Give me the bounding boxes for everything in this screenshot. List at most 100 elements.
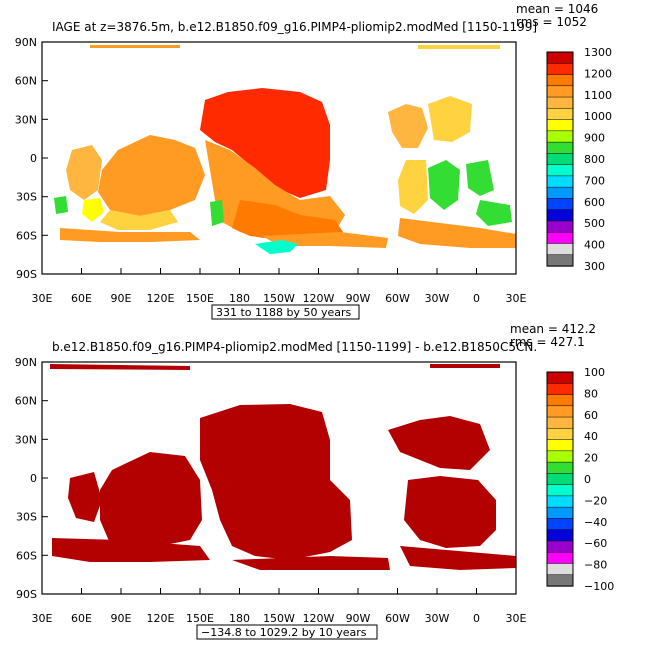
top-ylabel-60n: 60N [15, 75, 37, 88]
top-ylabel-60s: 60S [16, 229, 37, 242]
top-tropical-atlantic-green [428, 160, 460, 210]
top-x-tick-labels: 30E 60E 90E 120E 150E 180 150W 120W 90W … [32, 292, 527, 305]
top-tasman-green [210, 200, 224, 226]
top-mean-label: mean = 1046 [516, 2, 598, 16]
bottom-cbar-label-40: 40 [584, 430, 598, 443]
bottom-xlabel-30e: 30E [32, 612, 53, 625]
top-southern-band-field [60, 228, 200, 242]
top-colorbar-swatch [546, 153, 574, 166]
top-sw-indian-green [54, 196, 68, 214]
top-xlabel-60e: 60E [71, 292, 92, 305]
bottom-colorbar-swatch [546, 405, 574, 418]
top-cbar-label-1100: 1100 [584, 89, 612, 102]
bottom-colorbar [546, 371, 574, 587]
bottom-panel: mean = 412.2 rms = 427.1 b.e12.B1850.f09… [15, 322, 614, 640]
bottom-y-tick-labels: 90N 60N 30N 0 30S 60S 90S [15, 356, 37, 601]
top-colorbar-labels: 1300 1200 1100 1000 900 800 700 600 500 … [584, 46, 612, 273]
top-ylabel-0: 0 [30, 152, 37, 165]
top-south-pacific-field [232, 200, 345, 240]
top-indian-south-field [100, 210, 178, 230]
bottom-colorbar-swatch [546, 428, 574, 441]
bottom-ylabel-0: 0 [30, 472, 37, 485]
top-colorbar-swatch [546, 85, 574, 98]
top-colorbar-swatch [546, 243, 574, 256]
top-colorbar-swatch [546, 63, 574, 76]
bottom-colorbar-swatch [546, 540, 574, 553]
top-colorbar-swatch [546, 108, 574, 121]
top-cbar-label-300: 300 [584, 260, 605, 273]
bottom-colorbar-swatch [546, 506, 574, 520]
top-colorbar-swatch [546, 254, 574, 267]
top-xlabel-120e: 120E [147, 292, 175, 305]
bottom-map-fields [50, 364, 516, 570]
top-cbar-label-600: 600 [584, 196, 605, 209]
bottom-colorbar-swatch [546, 518, 574, 531]
top-cbar-label-500: 500 [584, 217, 605, 230]
bottom-cbar-label-minus80: −80 [584, 559, 607, 572]
top-xlabel-30w: 30W [425, 292, 450, 305]
bottom-ticks [41, 361, 517, 595]
top-ylabel-90s: 90S [16, 268, 37, 281]
bottom-colorbar-frame [546, 371, 574, 587]
top-ticks [41, 41, 517, 275]
bottom-colorbar-swatch [546, 383, 574, 396]
bottom-colorbar-swatch [546, 495, 574, 508]
bottom-colorbar-swatch [546, 371, 574, 384]
bottom-colorbar-swatch [546, 529, 574, 542]
bottom-south-atlantic-band [400, 546, 516, 570]
bottom-xlabel-90e: 90E [111, 612, 132, 625]
bottom-xlabel-0: 0 [473, 612, 480, 625]
bottom-southern-band-central [232, 556, 390, 570]
top-cbar-label-900: 900 [584, 132, 605, 145]
top-map-fields [54, 45, 516, 254]
top-colorbar-swatch [546, 220, 574, 233]
bottom-cbar-label-60: 60 [584, 409, 598, 422]
top-cbar-label-400: 400 [584, 239, 605, 252]
top-title: IAGE at z=3876.5m, b.e12.B1850.f09_g16.P… [52, 20, 537, 34]
bottom-arctic-strip-right [430, 364, 500, 368]
top-cbar-label-1000: 1000 [584, 110, 612, 123]
top-cbar-label-800: 800 [584, 153, 605, 166]
top-colorbar-swatch [546, 175, 574, 188]
bottom-colorbar-swatch [546, 439, 574, 452]
bottom-xlabel-30e-end: 30E [506, 612, 527, 625]
top-colorbar-swatch [546, 51, 574, 64]
top-xlabel-150w: 150W [263, 292, 295, 305]
bottom-ylabel-90s: 90S [16, 588, 37, 601]
top-xlabel-180: 180 [229, 292, 250, 305]
bottom-north-atlantic-field [388, 416, 490, 470]
bottom-colorbar-swatch [546, 416, 574, 429]
top-arctic-strip-right [418, 45, 500, 49]
top-colorbar-swatch [546, 198, 574, 211]
bottom-ylabel-60s: 60S [16, 549, 37, 562]
top-arctic-strip-left [90, 45, 180, 48]
bottom-contour-info: −134.8 to 1029.2 by 10 years [201, 626, 367, 639]
top-panel: mean = 1046 rms = 1052 IAGE at z=3876.5m… [15, 2, 612, 320]
bottom-cbar-label-minus40: −40 [584, 516, 607, 529]
bottom-cbar-label-20: 20 [584, 452, 598, 465]
bottom-colorbar-swatch [546, 473, 574, 486]
bottom-xlabel-150e: 150E [186, 612, 214, 625]
top-contour-info: 331 to 1188 by 50 years [216, 306, 352, 319]
bottom-xlabel-30w: 30W [425, 612, 450, 625]
bottom-ylabel-30n: 30N [15, 433, 37, 446]
top-xlabel-90w: 90W [346, 292, 371, 305]
bottom-title: b.e12.B1850.f09_g16.PIMP4-pliomip2.modMe… [52, 340, 537, 354]
top-south-atlantic-green [476, 200, 512, 226]
bottom-cbar-label-minus20: −20 [584, 494, 607, 507]
bottom-contour-info-box [196, 624, 378, 640]
top-xlabel-90e: 90E [111, 292, 132, 305]
top-ross-sea-cyan [255, 240, 298, 254]
top-ylabel-30n: 30N [15, 113, 37, 126]
bottom-cbar-label-minus60: −60 [584, 537, 607, 550]
top-colorbar-swatch [546, 231, 574, 245]
bottom-colorbar-swatch [546, 394, 574, 407]
top-xlabel-120w: 120W [303, 292, 335, 305]
top-colorbar-swatch [546, 119, 574, 132]
bottom-arctic-strip-left [50, 364, 190, 370]
top-colorbar-swatch [546, 130, 574, 143]
top-colorbar-swatch [546, 74, 574, 87]
top-arabian-sea-field [66, 145, 102, 200]
bottom-cbar-label-80: 80 [584, 387, 598, 400]
